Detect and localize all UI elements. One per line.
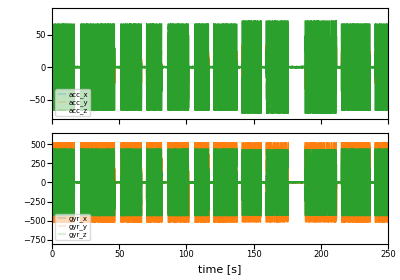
X-axis label: time [s]: time [s] <box>198 264 242 274</box>
acc_x <box>72 65 77 69</box>
acc_y <box>252 59 257 62</box>
acc_y <box>386 66 390 69</box>
acc_z <box>299 65 304 68</box>
gyr_z <box>386 180 390 184</box>
gyr_x <box>130 180 135 183</box>
gyr_x <box>252 187 257 191</box>
acc_z <box>72 109 77 112</box>
gyr_x <box>299 181 304 184</box>
gyr_y <box>50 141 54 144</box>
acc_y <box>130 60 135 64</box>
Legend: acc_x, acc_y, acc_z: acc_x, acc_y, acc_z <box>56 89 90 116</box>
acc_x <box>252 71 257 74</box>
gyr_y <box>299 181 304 184</box>
Line: acc_z: acc_z <box>52 21 388 114</box>
gyr_z <box>50 193 54 196</box>
acc_z <box>178 46 183 49</box>
gyr_y <box>178 147 183 151</box>
gyr_z <box>178 152 183 155</box>
gyr_x <box>178 176 183 180</box>
gyr_z <box>232 184 237 188</box>
Line: gyr_y: gyr_y <box>52 143 388 222</box>
acc_z <box>239 112 244 115</box>
gyr_y <box>252 146 257 149</box>
Line: acc_y: acc_y <box>52 45 388 89</box>
gyr_x <box>386 181 390 184</box>
acc_x <box>239 73 244 76</box>
acc_y <box>72 69 77 72</box>
acc_y <box>239 43 244 47</box>
acc_z <box>50 66 54 70</box>
Legend: gyr_x, gyr_y, gyr_z: gyr_x, gyr_y, gyr_z <box>56 214 90 240</box>
acc_z <box>232 91 237 94</box>
acc_x <box>386 66 390 69</box>
gyr_z <box>252 187 257 191</box>
gyr_z <box>50 214 55 218</box>
acc_y <box>232 68 237 71</box>
gyr_y <box>232 184 237 188</box>
acc_z <box>386 64 390 68</box>
acc_x <box>50 66 54 69</box>
gyr_x <box>240 187 244 191</box>
acc_x <box>239 58 244 62</box>
gyr_y <box>386 181 390 185</box>
acc_x <box>178 64 183 67</box>
Line: acc_x: acc_x <box>52 60 388 74</box>
Line: gyr_z: gyr_z <box>52 149 388 216</box>
acc_x <box>232 68 237 71</box>
acc_y <box>240 87 244 91</box>
Line: gyr_x: gyr_x <box>52 176 388 189</box>
gyr_x <box>232 183 237 187</box>
acc_y <box>178 50 183 53</box>
acc_x <box>299 66 304 70</box>
acc_z <box>252 68 257 72</box>
gyr_x <box>239 174 244 178</box>
gyr_y <box>50 221 55 224</box>
acc_y <box>299 66 304 69</box>
acc_z <box>239 19 244 22</box>
acc_z <box>130 39 135 42</box>
acc_y <box>50 63 54 66</box>
gyr_z <box>299 181 304 185</box>
gyr_y <box>72 181 77 184</box>
gyr_z <box>72 181 77 184</box>
gyr_y <box>50 168 54 171</box>
gyr_y <box>130 168 135 171</box>
acc_x <box>130 66 135 70</box>
gyr_x <box>50 182 54 185</box>
gyr_z <box>50 147 54 150</box>
gyr_z <box>130 183 135 186</box>
gyr_x <box>72 181 77 185</box>
